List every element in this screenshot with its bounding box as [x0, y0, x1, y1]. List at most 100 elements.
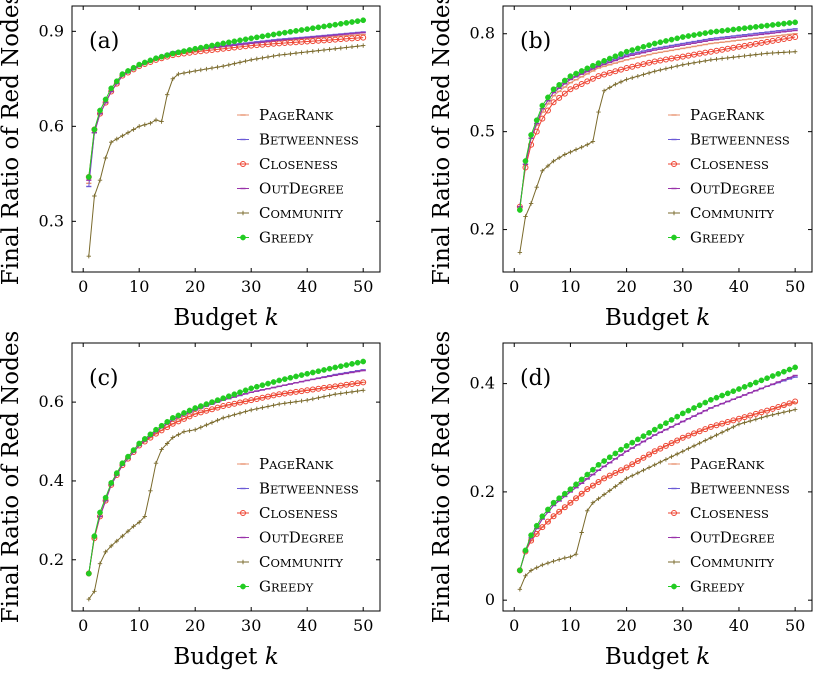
data-point-community: [120, 133, 125, 139]
data-point-community: [748, 418, 753, 424]
data-point-greedy: [556, 495, 563, 502]
data-point-community: [680, 62, 685, 67]
data-point-greedy: [175, 49, 182, 56]
data-point-closeness: [192, 410, 199, 417]
data-point-community: [114, 538, 119, 544]
data-point-closeness: [326, 384, 333, 391]
data-point-greedy: [265, 32, 271, 39]
data-point-greedy: [141, 436, 148, 442]
data-point-greedy: [209, 42, 215, 49]
data-point-greedy: [242, 387, 249, 394]
data-point-community: [355, 388, 360, 394]
x-tick-label: 50: [785, 277, 805, 296]
data-point-community: [781, 50, 787, 55]
data-point-greedy: [741, 384, 748, 390]
legend-label-community: COMMUNITY: [259, 553, 343, 571]
y-tick-label: 0.2: [470, 220, 495, 239]
plot-frame: [502, 5, 813, 273]
data-point-greedy: [634, 436, 641, 443]
data-point-closeness: [337, 382, 344, 389]
data-point-community: [540, 168, 545, 174]
data-point-community: [215, 64, 220, 70]
data-point-community: [243, 58, 248, 64]
data-point-community: [658, 459, 663, 465]
data-point-greedy: [91, 126, 98, 133]
data-point-community: [573, 147, 579, 152]
data-point-greedy: [533, 117, 540, 124]
data-point-closeness: [349, 380, 355, 387]
data-point-community: [97, 561, 103, 566]
data-point-closeness: [735, 415, 742, 422]
panel-c: 0 10 20 30 40 50 0.2 0.4 0.6 Budget k Final Ratio …: [0, 331, 381, 670]
data-point-community: [148, 488, 153, 493]
legend-label-outdegree: OUTDEGREE: [690, 529, 775, 547]
data-point-greedy: [724, 390, 731, 397]
data-point-closeness: [612, 469, 619, 476]
data-point-closeness: [281, 390, 288, 397]
data-point-community: [618, 480, 624, 485]
data-point-community: [534, 565, 539, 570]
data-point-closeness: [595, 478, 602, 485]
data-point-closeness: [758, 409, 765, 416]
data-point-community: [736, 54, 742, 59]
data-point-community: [635, 470, 641, 476]
data-point-greedy: [197, 403, 204, 409]
data-point-greedy: [214, 397, 221, 403]
data-point-greedy: [685, 407, 692, 414]
data-point-greedy: [225, 39, 232, 46]
data-point-closeness: [203, 407, 210, 414]
data-point-community: [125, 528, 131, 534]
data-point-greedy: [225, 393, 232, 400]
data-point-greedy: [85, 570, 92, 577]
data-point-greedy: [561, 490, 568, 497]
data-point-closeness: [321, 37, 327, 44]
data-point-greedy: [164, 52, 171, 58]
data-point-closeness: [533, 530, 540, 537]
data-point-greedy: [786, 20, 793, 26]
data-point-community: [349, 44, 355, 50]
data-point-community: [776, 411, 781, 416]
data-point-greedy: [595, 60, 602, 66]
data-point-community: [159, 119, 164, 124]
data-point-greedy: [606, 55, 613, 62]
data-point-community: [277, 401, 282, 407]
data-point-community: [697, 440, 702, 446]
data-point-community: [764, 51, 770, 56]
data-point-closeness: [668, 55, 675, 62]
panel-label: (b): [520, 29, 551, 54]
data-point-greedy: [119, 460, 126, 467]
data-point-community: [288, 400, 293, 405]
data-point-greedy: [736, 25, 742, 32]
data-point-closeness: [786, 34, 793, 41]
data-point-community: [753, 417, 759, 422]
data-point-greedy: [237, 37, 243, 44]
data-point-greedy: [153, 426, 159, 433]
data-point-closeness: [573, 495, 580, 502]
data-point-greedy: [315, 24, 322, 31]
data-point-greedy: [259, 33, 266, 40]
data-point-greedy: [259, 382, 266, 389]
data-point-closeness: [544, 518, 551, 525]
data-point-closeness: [298, 388, 305, 395]
data-point-closeness: [573, 83, 580, 90]
data-point-community: [333, 46, 338, 51]
data-point-greedy: [578, 68, 585, 74]
data-point-closeness: [612, 68, 619, 75]
data-point-closeness: [696, 428, 703, 435]
data-point-closeness: [730, 44, 737, 51]
data-point-community: [613, 82, 618, 87]
legend-label-greedy: GREEDY: [690, 578, 745, 596]
data-point-greedy: [343, 20, 350, 26]
data-point-community: [114, 136, 119, 142]
data-point-closeness: [769, 37, 776, 44]
data-point-greedy: [651, 40, 658, 47]
legend-marker-greedy: [240, 234, 246, 241]
y-tick-label: 0.3: [39, 211, 64, 230]
data-point-greedy: [769, 373, 776, 379]
data-point-community: [787, 408, 792, 414]
data-point-greedy: [663, 420, 669, 426]
data-point-closeness: [304, 38, 311, 45]
data-point-greedy: [578, 476, 585, 483]
data-point-closeness: [309, 38, 316, 45]
data-point-closeness: [606, 69, 613, 76]
